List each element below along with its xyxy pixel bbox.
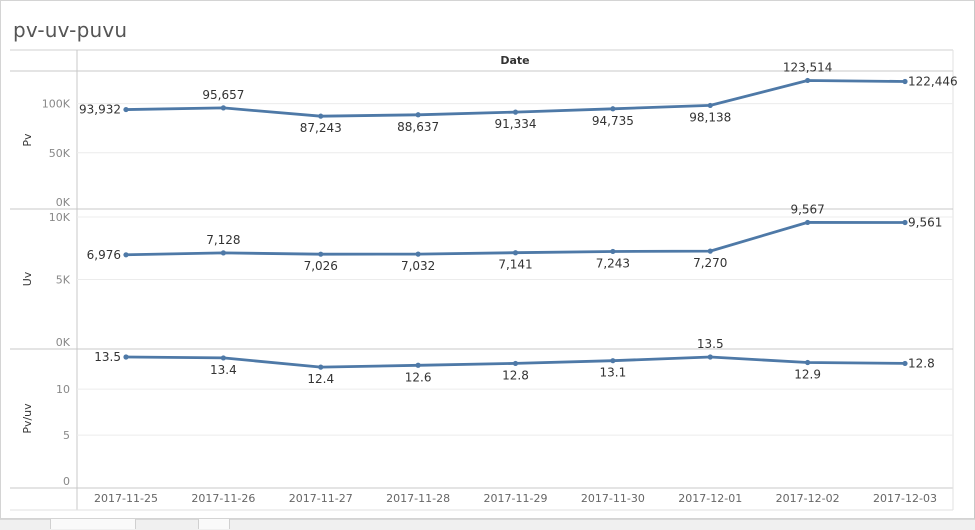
data-point[interactable] [805,359,811,366]
data-label: 7,032 [401,259,435,273]
data-point[interactable] [415,112,421,118]
data-point[interactable] [220,105,226,111]
data-point[interactable] [707,354,713,360]
data-label: 95,657 [202,88,244,102]
y-tick-label: 100K [42,98,71,111]
x-tick-label: 2017-11-25 [94,492,158,505]
data-label: 7,243 [596,256,630,270]
data-label: 7,270 [693,256,727,270]
data-label: 12.4 [307,372,334,386]
data-label: 12.8 [908,356,935,370]
data-point[interactable] [512,109,519,115]
data-point[interactable] [318,251,324,257]
y-tick-label: 0K [56,196,71,209]
data-label: 91,334 [495,117,537,131]
y-tick-label: 10K [49,211,71,224]
y-tick-label: 5 [63,429,70,442]
data-point[interactable] [220,250,226,256]
data-label: 12.9 [794,368,821,382]
data-point[interactable] [805,77,811,84]
y-tick-label: 5K [56,274,71,287]
data-point[interactable] [123,106,129,113]
data-point[interactable] [220,355,226,361]
y-tick-label: 10 [56,383,70,396]
data-label: 7,141 [498,258,532,272]
data-label: 13.5 [697,337,724,351]
x-tick-label: 2017-12-02 [776,492,840,505]
sheet-tab-strip [0,519,975,530]
data-point[interactable] [902,78,908,85]
data-point[interactable] [415,251,421,257]
data-point[interactable] [512,360,519,367]
sheet-tab[interactable] [50,519,136,529]
x-tick-label: 2017-11-27 [289,492,353,505]
x-tick-label: 2017-11-29 [484,492,548,505]
data-label: 88,637 [397,120,439,134]
y-tick-label: 0K [56,336,71,349]
data-point[interactable] [805,219,811,226]
y-axis-label: Pv/uv [21,403,34,434]
y-tick-label: 50K [49,147,71,160]
x-tick-label: 2017-12-03 [873,492,937,505]
series-line-uv [124,221,907,257]
data-label: 13.4 [210,363,237,377]
data-point[interactable] [707,248,713,254]
x-tick-label: 2017-11-30 [581,492,645,505]
data-point[interactable] [902,360,908,367]
data-label: 13.1 [600,366,627,380]
data-label: 123,514 [783,60,833,74]
data-point[interactable] [318,113,324,119]
data-point[interactable] [707,102,713,109]
data-label: 6,976 [87,248,121,262]
data-label: 9,567 [790,202,824,216]
data-point[interactable] [318,364,324,370]
data-label: 7,026 [304,259,338,273]
data-point[interactable] [123,252,129,258]
chart-frame: pv-uv-puvu [0,0,975,519]
data-label: 94,735 [592,114,634,128]
data-label: 7,128 [206,233,240,247]
data-point[interactable] [415,362,421,368]
data-label: 122,446 [908,75,958,89]
x-tick-label: 2017-11-26 [191,492,255,505]
sheet-tab[interactable] [198,519,230,529]
data-point[interactable] [610,248,616,255]
data-label: 98,138 [689,110,731,124]
data-point[interactable] [512,250,519,256]
column-header-date: Date [500,54,529,67]
y-tick-label: 0 [63,475,70,488]
x-tick-label: 2017-12-01 [678,492,742,505]
data-label: 13.5 [94,350,121,364]
y-axis-label: Pv [21,133,34,147]
data-point[interactable] [610,106,616,112]
y-axis-label: Uv [21,271,34,286]
data-label: 12.6 [405,370,432,384]
data-label: 87,243 [300,121,342,135]
data-label: 12.8 [502,368,529,382]
data-point[interactable] [610,358,616,364]
data-point[interactable] [902,219,908,226]
data-label: 93,932 [79,103,121,117]
data-point[interactable] [123,354,129,360]
data-label: 9,561 [908,215,942,229]
x-tick-label: 2017-11-28 [386,492,450,505]
chart-title: pv-uv-puvu [13,18,128,42]
